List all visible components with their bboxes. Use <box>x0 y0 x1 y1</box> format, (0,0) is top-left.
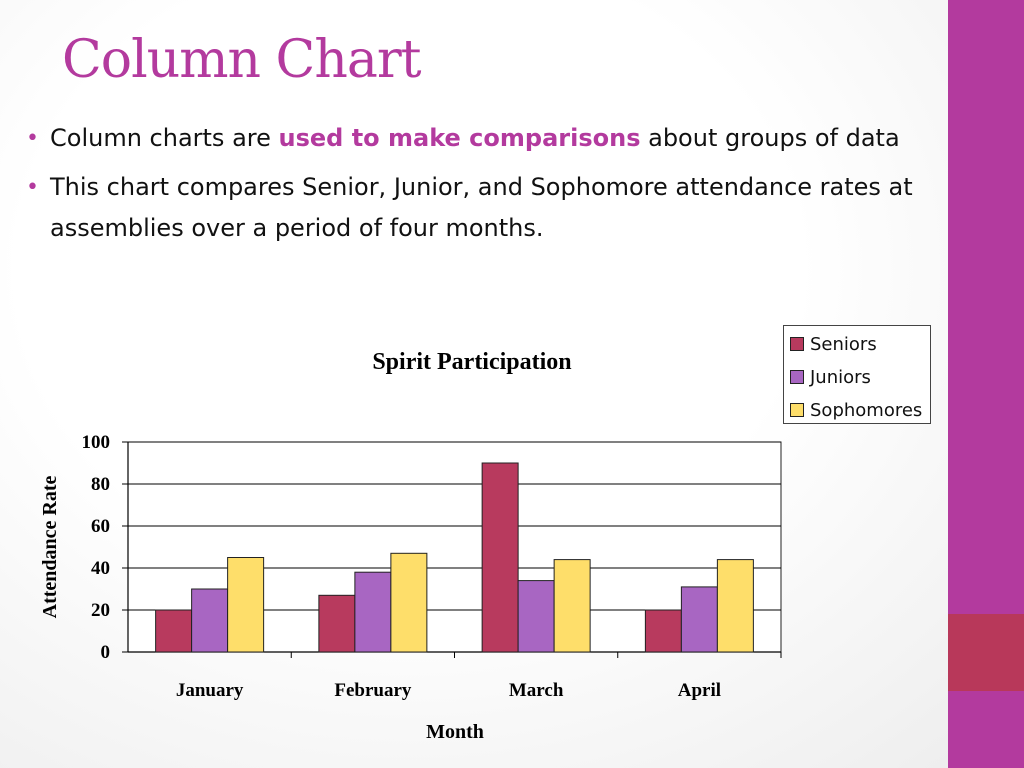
x-tick-label: January <box>176 680 244 701</box>
y-tick-label: 100 <box>82 432 111 453</box>
bullet-icon: • <box>26 126 39 151</box>
bar-juniors-february <box>354 571 392 653</box>
legend-label: Juniors <box>810 366 871 388</box>
bullet-text-after: about groups of data <box>640 124 900 152</box>
legend-label: Sophomores <box>810 399 923 421</box>
legend-swatch <box>790 337 804 351</box>
legend-swatch <box>790 403 804 417</box>
bar-sophomores-february <box>390 552 428 653</box>
bullet-item-2: • This chart compares Senior, Junior, an… <box>26 167 936 249</box>
x-axis-label: Month <box>426 721 484 743</box>
x-tick-label: March <box>509 680 564 701</box>
bar-juniors-march <box>517 580 555 653</box>
chart-legend: Seniors Juniors Sophomores <box>783 325 931 424</box>
bullet-icon: • <box>26 175 39 200</box>
y-tick-label: 80 <box>91 474 110 495</box>
y-axis-label: Attendance Rate <box>39 476 61 619</box>
bar-seniors-january <box>155 609 193 653</box>
y-tick-label: 0 <box>101 642 111 663</box>
y-tick-label: 40 <box>91 558 110 579</box>
bar-juniors-april <box>680 586 718 653</box>
chart-title: Spirit Participation <box>372 349 571 375</box>
legend-label: Seniors <box>810 333 877 355</box>
side-accent-block <box>948 614 1024 691</box>
bullet-item-1: • Column charts are used to make compari… <box>26 118 936 159</box>
column-chart: Spirit Participation 0 20 40 60 80 100 January F… <box>39 349 782 743</box>
bar-seniors-april <box>644 609 682 653</box>
bar-sophomores-january <box>227 557 265 653</box>
x-tick-label: February <box>334 680 412 701</box>
bullet-list: • Column charts are used to make compari… <box>26 118 936 257</box>
x-tick-label: April <box>678 680 721 701</box>
legend-swatch <box>790 370 804 384</box>
legend-item-sophomores: Sophomores <box>790 398 922 422</box>
slide-title: Column Chart <box>62 30 422 90</box>
bullet-highlight: used to make comparisons <box>278 124 641 152</box>
bar-sophomores-march <box>553 559 591 653</box>
bullet-text: This chart compares Senior, Junior, and … <box>50 173 913 242</box>
bar-seniors-march <box>481 462 519 653</box>
legend-item-seniors: Seniors <box>790 332 877 356</box>
bar-sophomores-april <box>716 559 754 653</box>
bullet-text-before: Column charts are <box>50 124 279 152</box>
bar-seniors-february <box>318 594 356 653</box>
bar-juniors-january <box>191 588 229 653</box>
legend-item-juniors: Juniors <box>790 365 871 389</box>
y-tick-label: 20 <box>91 600 110 621</box>
y-tick-label: 60 <box>91 516 110 537</box>
